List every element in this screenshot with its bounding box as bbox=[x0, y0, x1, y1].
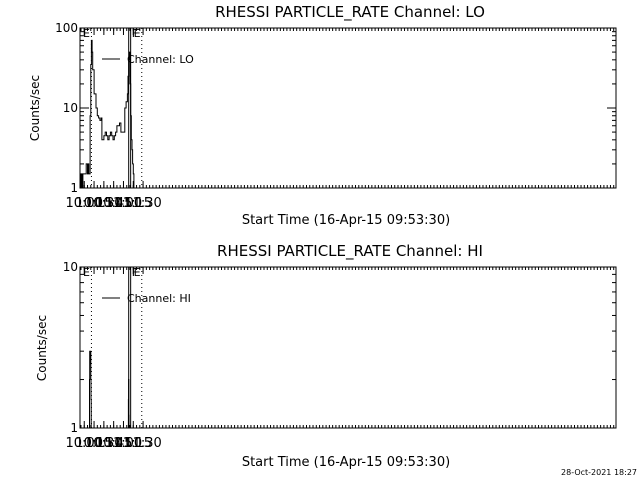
x-axis-label: Start Time (16-Apr-15 09:53:30) bbox=[242, 455, 450, 470]
y-tick-label: 1 bbox=[70, 421, 78, 435]
x-tick-label: 10:00 bbox=[66, 436, 103, 451]
x-tick-label: 11:30 bbox=[124, 436, 161, 451]
x-tick-label: 11:15 bbox=[115, 436, 152, 451]
event-marker-label: E bbox=[134, 266, 141, 279]
legend-label: Channel: HI bbox=[127, 292, 191, 305]
chart-title: RHESSI PARTICLE_RATE Channel: LO bbox=[215, 3, 485, 22]
x-tick-label: 11:30 bbox=[124, 196, 161, 211]
timestamp: 28-Oct-2021 18:27 bbox=[561, 468, 637, 477]
x-tick-label: 10:00 bbox=[66, 196, 103, 211]
x-tick-label: 10:15 bbox=[75, 196, 112, 211]
y-tick-label: 10 bbox=[63, 260, 78, 274]
x-axis-label: Start Time (16-Apr-15 09:53:30) bbox=[242, 213, 450, 228]
x-tick-label: 11:00 bbox=[105, 196, 142, 211]
event-marker-label: F bbox=[132, 27, 138, 40]
y-axis: 1 10 100 bbox=[55, 21, 616, 195]
y-tick-label: 10 bbox=[63, 101, 78, 115]
x-tick-label: 10:15 bbox=[75, 436, 112, 451]
event-marker-label: E bbox=[83, 266, 90, 279]
series-line-hi bbox=[89, 350, 130, 429]
legend: Channel: LO bbox=[102, 53, 194, 66]
panel-lo: RHESSI PARTICLE_RATE Channel: LO 10:0010… bbox=[28, 3, 617, 228]
legend-label: Channel: LO bbox=[127, 53, 194, 66]
x-tick-label: 11:00 bbox=[105, 436, 142, 451]
x-tick-label: 10:30 bbox=[85, 196, 122, 211]
y-axis-label: Counts/sec bbox=[35, 315, 49, 381]
x-tick-label: 10:45 bbox=[95, 196, 132, 211]
y-tick-label: 100 bbox=[55, 21, 78, 35]
plot-frame bbox=[79, 27, 617, 189]
legend: Channel: HI bbox=[102, 292, 191, 305]
x-tick-label: 10:45 bbox=[95, 436, 132, 451]
y-axis-label: Counts/sec bbox=[28, 75, 42, 141]
series-line-lo bbox=[80, 39, 140, 189]
y-tick-label: 1 bbox=[70, 181, 78, 195]
y-axis: 1 10 bbox=[63, 260, 616, 435]
x-tick-label: 10:30 bbox=[85, 436, 122, 451]
chart-title: RHESSI PARTICLE_RATE Channel: HI bbox=[217, 242, 483, 261]
event-marker-label: E bbox=[134, 27, 141, 40]
event-marker-label: F bbox=[132, 266, 138, 279]
x-tick-label: 11:15 bbox=[115, 196, 152, 211]
panel-hi: RHESSI PARTICLE_RATE Channel: HI 10:0010… bbox=[35, 242, 617, 470]
event-marker-label: E bbox=[83, 27, 90, 40]
